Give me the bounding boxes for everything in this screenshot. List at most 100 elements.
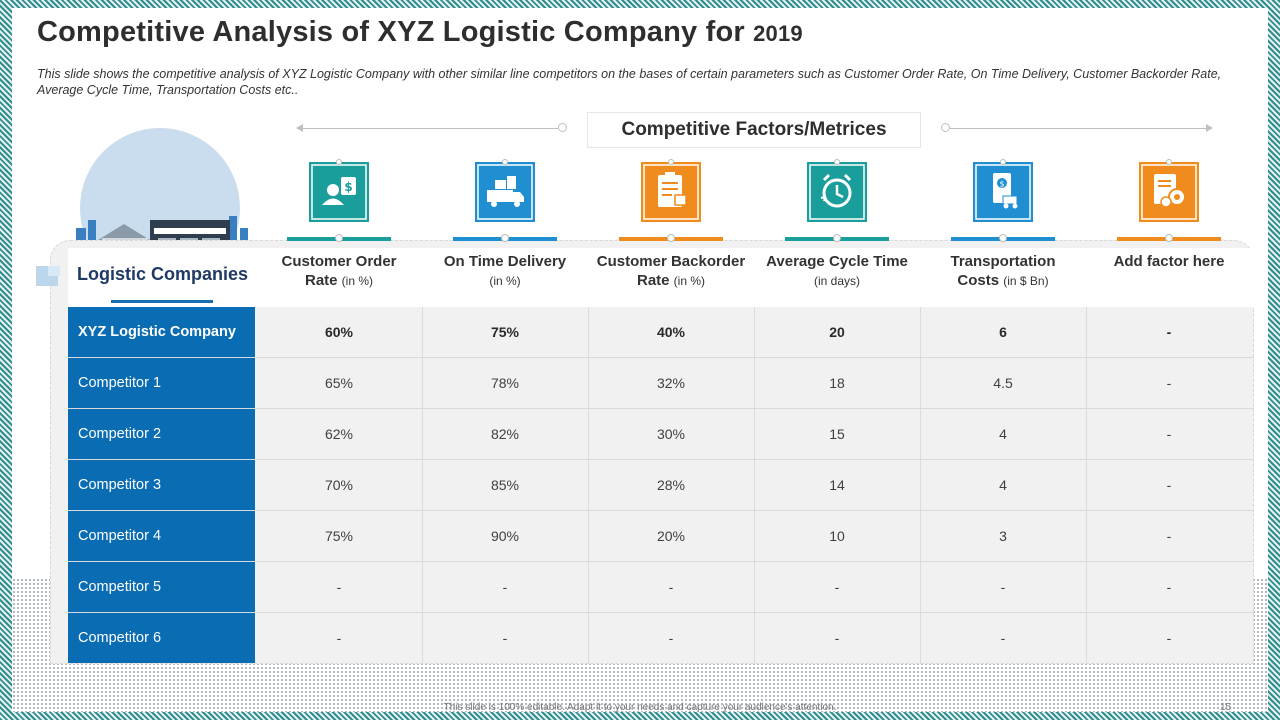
- column-header: Average Cycle Time (in days): [754, 252, 920, 291]
- row-separator: [68, 459, 1254, 460]
- value-cell: 85%: [490, 477, 520, 493]
- column-separator: [422, 307, 423, 664]
- title-year: 2019: [753, 21, 803, 46]
- value-cell: -: [1166, 579, 1172, 595]
- company-name-cell: Competitor 6: [68, 613, 255, 663]
- column-header-line1: Transportation: [950, 253, 1056, 270]
- icon-hanger: [502, 159, 508, 165]
- icon-hanger: [336, 159, 342, 165]
- value-cell: 82%: [490, 426, 520, 442]
- cycle-clock-icon: [807, 162, 867, 222]
- icon-hanger: [834, 159, 840, 165]
- column-header-unit: (in days): [813, 274, 860, 288]
- row-separator: [68, 408, 1254, 409]
- value-cell: 75%: [324, 528, 354, 544]
- value-cell: 70%: [324, 477, 354, 493]
- value-cell: -: [668, 630, 674, 646]
- value-cell: 60%: [324, 324, 354, 340]
- column-accent-dot: [335, 234, 343, 242]
- company-name-cell: Competitor 5: [68, 562, 255, 612]
- customer-order-icon: $: [309, 162, 369, 222]
- column-separator: [754, 307, 755, 664]
- value-cell: -: [834, 579, 840, 595]
- slide: Competitive Analysis of XYZ Logistic Com…: [12, 8, 1268, 712]
- column-header: Customer Order Rate (in %): [256, 252, 422, 291]
- companies-title-underline: [111, 300, 213, 303]
- value-cell: 62%: [324, 426, 354, 442]
- value-cell: 6: [999, 324, 1007, 340]
- column-header: Transportation Costs (in $ Bn): [920, 252, 1086, 291]
- value-cell: 40%: [656, 324, 686, 340]
- table-row: Competitor 5 - - - - - -: [68, 562, 1254, 613]
- value-cell: -: [502, 630, 508, 646]
- right-arrow-line: [950, 128, 1208, 129]
- right-arrow-head: [1206, 124, 1213, 132]
- table-row: Competitor 6 - - - - - -: [68, 613, 1254, 664]
- left-arrow-line: [302, 128, 558, 129]
- value-cell: 4: [999, 426, 1007, 442]
- column-header-unit: (in $ Bn): [1003, 274, 1049, 288]
- table-row: XYZ Logistic Company 60% 75% 40% 20 6 -: [68, 307, 1254, 358]
- value-cell: 20%: [656, 528, 686, 544]
- column-separator: [920, 307, 921, 664]
- column-header: Customer Backorder Rate (in %): [588, 252, 754, 291]
- table-row: Competitor 2 62% 82% 30% 15 4 -: [68, 409, 1254, 460]
- value-cell: -: [1000, 579, 1006, 595]
- column-header-line1: Customer Backorder: [596, 253, 746, 270]
- value-cell: -: [502, 579, 508, 595]
- value-cell: 90%: [490, 528, 520, 544]
- column-header-text: Rate: [636, 272, 674, 289]
- column-header-line2: Rate (in %): [588, 271, 754, 291]
- table-row: Competitor 1 65% 78% 32% 18 4.5 -: [68, 358, 1254, 409]
- value-cell: -: [1166, 477, 1172, 493]
- column-header-line2: (in days): [754, 271, 920, 291]
- delivery-truck-icon: [475, 162, 535, 222]
- companies-header-band: [68, 248, 256, 307]
- icon-hanger: [1000, 159, 1006, 165]
- page-number: 15: [1220, 702, 1232, 712]
- value-cell: -: [336, 579, 342, 595]
- settings-document-icon: [1139, 162, 1199, 222]
- value-cell: -: [1166, 324, 1172, 340]
- value-cell: -: [1166, 528, 1172, 544]
- companies-column-title: Logistic Companies: [76, 264, 249, 284]
- value-cell: 18: [829, 375, 845, 391]
- value-cell: 3: [999, 528, 1007, 544]
- transport-cost-icon: $: [973, 162, 1033, 222]
- column-header-text: Rate: [304, 272, 342, 289]
- column-header-unit: (in %): [489, 274, 521, 288]
- slide-description: This slide shows the competitive analysi…: [37, 67, 1222, 97]
- column-header-unit: (in %): [673, 274, 706, 288]
- company-name-cell: Competitor 3: [68, 460, 255, 510]
- left-arrow-circle: [558, 123, 567, 132]
- value-cell: 28%: [656, 477, 686, 493]
- value-cell: 20: [829, 324, 845, 340]
- column-header-line2: Costs (in $ Bn): [920, 271, 1086, 291]
- company-name-cell: XYZ Logistic Company: [68, 307, 255, 357]
- value-cell: 4.5: [993, 375, 1013, 391]
- right-arrow-circle: [941, 123, 950, 132]
- column-header-unit: (in %): [341, 274, 374, 288]
- row-separator: [68, 612, 1254, 613]
- column-accent-dot: [667, 234, 675, 242]
- svg-text:$: $: [344, 180, 352, 194]
- page-title: Competitive Analysis of XYZ Logistic Com…: [37, 16, 803, 49]
- column-header: Add factor here: [1086, 252, 1252, 271]
- column-header-line1: On Time Delivery: [443, 253, 567, 270]
- row-separator: [68, 510, 1254, 511]
- value-cell: -: [668, 579, 674, 595]
- value-cell: 78%: [490, 375, 520, 391]
- value-cell: -: [1166, 375, 1172, 391]
- value-cell: 75%: [490, 324, 520, 340]
- value-cell: 65%: [324, 375, 354, 391]
- icon-hanger: [1166, 159, 1172, 165]
- row-separator: [68, 561, 1254, 562]
- row-separator: [68, 357, 1254, 358]
- column-header-text: Costs: [957, 272, 1004, 289]
- decor-square-light: [48, 266, 60, 276]
- column-header-line2: Rate (in %): [256, 271, 422, 291]
- value-cell: 10: [829, 528, 845, 544]
- value-cell: 4: [999, 477, 1007, 493]
- factors-heading: Competitive Factors/Metrices: [587, 112, 921, 148]
- company-name-cell: Competitor 2: [68, 409, 255, 459]
